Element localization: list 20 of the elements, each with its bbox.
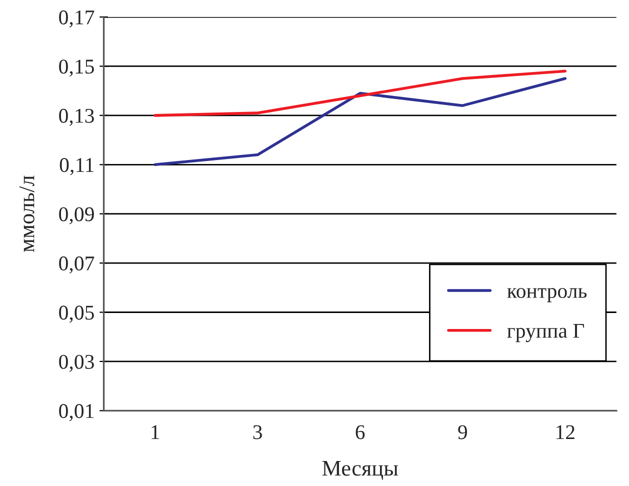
y-tick-label: 0,13 — [59, 108, 94, 126]
x-tick-label: 6 — [356, 425, 365, 440]
x-axis-title: Месяцы — [322, 460, 398, 480]
y-tick-label: 0,05 — [59, 306, 94, 323]
y-tick-label: 0,01 — [59, 404, 94, 422]
y-tick-label: 0,03 — [59, 354, 94, 372]
line-series — [154, 77, 567, 166]
y-tick-label: 0,15 — [59, 60, 94, 77]
legend-label: контроль — [507, 288, 587, 302]
x-tick-label: 12 — [556, 425, 574, 440]
legend-label: группа Г — [507, 324, 584, 342]
y-axis-title: ммоль/л — [19, 176, 34, 252]
line-series — [154, 70, 567, 117]
y-tick-label: 0,09 — [59, 207, 94, 224]
y-tick-label: 0,17 — [59, 10, 94, 28]
x-tick-label: 9 — [458, 425, 467, 440]
x-tick-label: 1 — [152, 425, 160, 440]
y-tick-label: 0,07 — [59, 256, 94, 274]
x-tick-label: 3 — [253, 425, 262, 440]
y-tick-label: 0,11 — [60, 158, 94, 176]
